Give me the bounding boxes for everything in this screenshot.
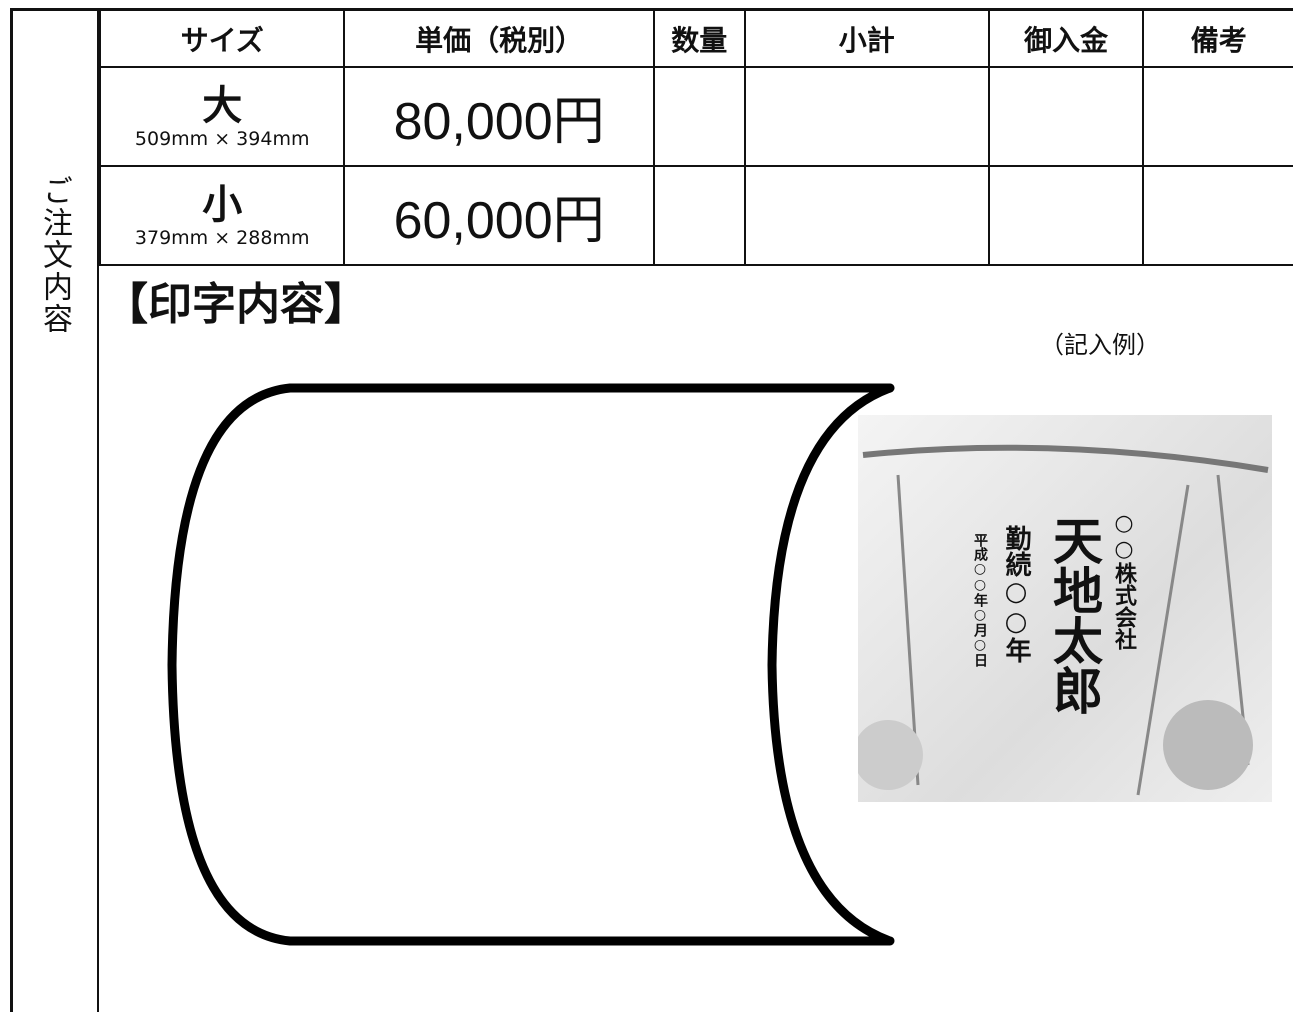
example-name: 天地太郎 [1045,515,1104,715]
header-cell: サイズ [98,8,346,68]
size: 大 [202,82,243,129]
price: 60,000円 [343,165,655,266]
header-cell: 単価（税別） [343,8,655,68]
cell[interactable] [652,165,746,266]
cell[interactable] [1142,66,1293,167]
cell[interactable] [743,165,990,266]
side-label: ご注文内容 [37,175,72,335]
row: 小 379mm × 288mm 60,000円 [98,165,1293,266]
cell[interactable] [987,165,1145,266]
cell[interactable] [652,66,746,167]
header-cell: 御入金 [987,8,1145,68]
example-label: （記入例） [1040,331,1160,359]
dimensions: 509mm × 394mm [134,127,310,150]
example-tenure: 勤続○○年 [1001,525,1031,663]
order-table: サイズ 単価（税別） 数量 小計 御入金 備考 大 509mm × 394mm 8… [98,8,1293,266]
cell[interactable] [743,66,990,167]
header-row: サイズ 単価（税別） 数量 小計 御入金 備考 [98,8,1293,68]
header-cell: 小計 [743,8,990,68]
example-date: 平成○○年○月○日 [972,533,988,667]
size-cell: 大 509mm × 394mm [98,66,346,167]
side-column [10,8,99,1012]
size: 小 [202,181,243,228]
row: 大 509mm × 394mm 80,000円 [98,66,1293,167]
price: 80,000円 [343,66,655,167]
header-cell: 備考 [1142,8,1293,68]
example-image: ○○株式会社 天地太郎 勤続○○年 平成○○年○月○日 [858,415,1272,802]
dimensions: 379mm × 288mm [134,226,310,249]
example-company: ○○株式会社 [1111,510,1137,650]
sketch [858,444,1269,796]
section-title: 【印字内容】 [104,279,368,330]
size-cell: 小 379mm × 288mm [98,165,346,266]
cell[interactable] [1142,165,1293,266]
header-cell: 数量 [652,8,746,68]
cell[interactable] [987,66,1145,167]
